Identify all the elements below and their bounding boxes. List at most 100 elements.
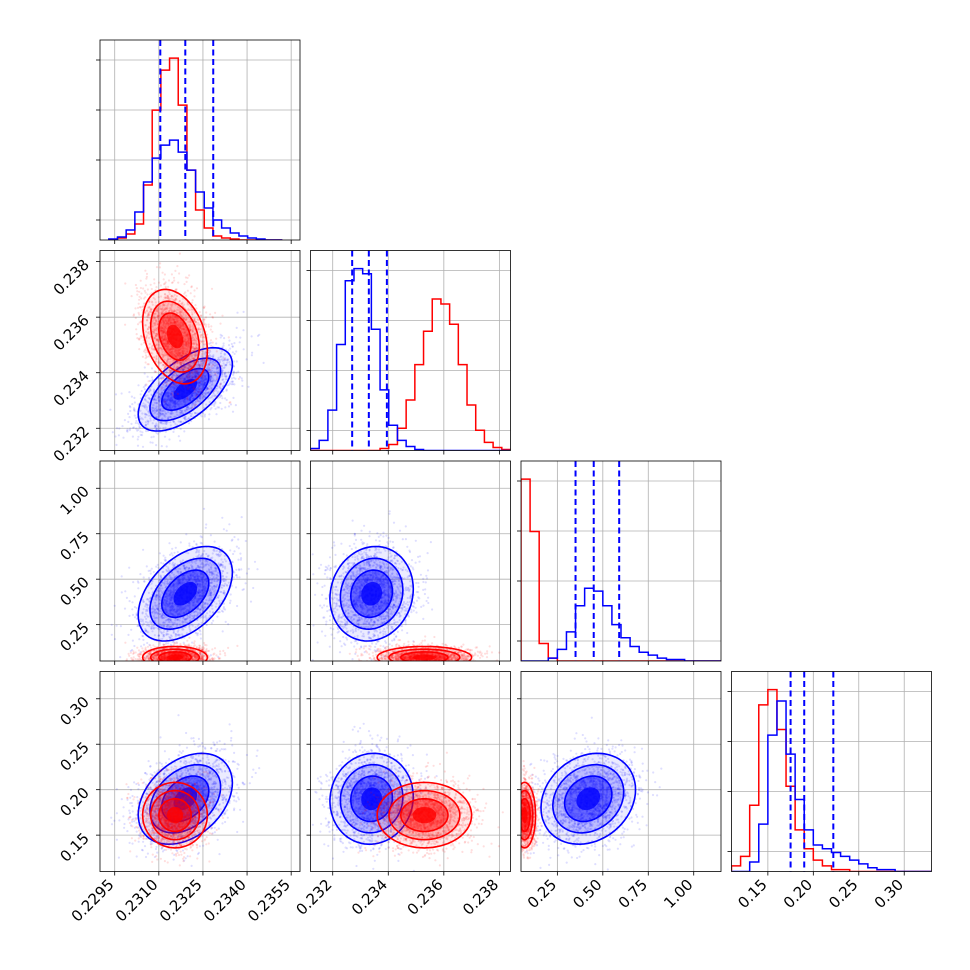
scatter-point-series-0 (223, 357, 226, 361)
scatter-point-series-1 (174, 415, 177, 418)
scatter-point-series-1 (165, 384, 168, 387)
scatter-point-series-1 (209, 355, 213, 358)
scatter-point-series-1 (133, 408, 136, 411)
panel-content (310, 250, 511, 451)
scatter-point-series-1 (231, 383, 234, 386)
scatter-point-series-1 (189, 398, 192, 401)
scatter-point-series-1 (230, 342, 233, 346)
scatter-point-series-1 (192, 391, 195, 394)
scatter-point-series-1 (189, 397, 192, 400)
scatter-point-series-1 (128, 429, 131, 432)
scatter-point-series-1 (159, 395, 162, 398)
scatter-point-series-0 (195, 404, 198, 407)
scatter-point-series-1 (206, 387, 209, 390)
scatter-point-series-0 (168, 383, 171, 386)
scatter-point-series-1 (166, 665, 168, 667)
scatter-point-series-1 (171, 412, 174, 415)
scatter-point-series-1 (192, 397, 195, 400)
scatter-point-series-1 (160, 422, 163, 425)
scatter-point-series-1 (161, 376, 164, 379)
scatter-point-series-1 (241, 379, 244, 382)
scatter-point-series-1 (221, 369, 224, 372)
scatter-point-series-1 (174, 384, 177, 388)
scatter-point-series-1 (194, 392, 198, 395)
scatter-point-series-1 (172, 399, 175, 402)
scatter-point-series-1 (193, 392, 196, 395)
scatter-point-series-1 (164, 426, 167, 429)
scatter-point-series-1 (200, 380, 203, 383)
scatter-point-series-1 (167, 395, 170, 398)
scatter-point-series-1 (236, 311, 239, 314)
scatter-point-series-0 (149, 283, 152, 286)
scatter-point-series-1 (223, 372, 226, 375)
scatter-point-series-1 (215, 342, 218, 345)
scatter-point-series-1 (211, 382, 214, 385)
scatter-point-series-1 (232, 396, 235, 399)
scatter-point-series-1 (128, 391, 131, 394)
scatter-point-series-1 (191, 394, 194, 397)
scatter-point-series-0 (161, 271, 164, 274)
scatter-point-series-1 (189, 396, 193, 399)
scatter-point-series-1 (194, 376, 197, 379)
scatter-point-series-1 (160, 387, 163, 390)
scatter-point-series-1 (198, 396, 201, 400)
scatter-point-series-1 (181, 369, 184, 372)
scatter-point-series-1 (224, 363, 227, 366)
scatter-point-series-0 (140, 297, 143, 300)
scatter-point-series-1 (216, 366, 219, 369)
scatter-point-series-1 (227, 371, 230, 374)
scatter-point-series-1 (199, 390, 202, 393)
scatter-point-series-1 (170, 552, 173, 555)
scatter-point-series-1 (189, 399, 192, 402)
scatter-point-series-1 (156, 432, 159, 435)
scatter-point-series-1 (173, 400, 176, 403)
scatter-point-series-1 (183, 379, 186, 382)
scatter-point-series-1 (215, 389, 218, 392)
scatter-point-series-1 (184, 397, 187, 400)
scatter-point-series-1 (189, 365, 192, 369)
scatter-point-series-1 (159, 427, 162, 430)
scatter-point-series-1 (165, 402, 168, 405)
scatter-point-series-0 (205, 311, 208, 314)
scatter-point-series-1 (232, 372, 235, 375)
scatter-point-series-1 (161, 364, 164, 367)
scatter-point-series-1 (179, 377, 182, 380)
scatter-point-series-1 (158, 403, 161, 406)
scatter-point-series-1 (208, 379, 212, 382)
scatter-point-series-0 (159, 284, 162, 287)
scatter-point-series-1 (184, 377, 187, 380)
scatter-point-series-1 (183, 377, 186, 381)
scatter-point-series-1 (152, 419, 155, 422)
scatter-point-series-1 (158, 410, 162, 413)
scatter-point-series-1 (152, 435, 155, 438)
scatter-point-series-1 (170, 376, 173, 379)
scatter-point-series-1 (149, 572, 152, 575)
scatter-point-series-1 (209, 378, 212, 381)
scatter-point-series-1 (212, 355, 215, 358)
scatter-point-series-1 (159, 414, 162, 417)
scatter-point-series-0 (229, 401, 232, 404)
scatter-point-series-1 (216, 365, 219, 368)
scatter-point-series-0 (215, 395, 218, 399)
scatter-point-series-0 (196, 400, 199, 403)
scatter-point-series-1 (193, 373, 196, 376)
scatter-point-series-1 (122, 436, 125, 439)
scatter-point-series-1 (220, 355, 223, 358)
scatter-point-series-1 (195, 393, 198, 396)
scatter-point-series-1 (160, 445, 163, 448)
scatter-point-series-1 (219, 394, 222, 397)
scatter-point-series-1 (230, 377, 233, 380)
scatter-point-series-0 (147, 363, 150, 366)
scatter-point-series-1 (225, 398, 228, 402)
scatter-point-series-1 (138, 423, 141, 426)
scatter-point-series-1 (156, 397, 159, 400)
scatter-point-series-0 (193, 295, 196, 298)
scatter-point-series-1 (167, 391, 170, 394)
scatter-point-series-1 (176, 403, 179, 406)
scatter-point-series-1 (132, 408, 136, 412)
scatter-point-series-1 (173, 388, 176, 391)
scatter-point-series-1 (206, 387, 209, 390)
scatter-point-series-1 (151, 406, 154, 409)
scatter-point-series-1 (225, 388, 228, 391)
scatter-point-series-1 (141, 445, 145, 448)
